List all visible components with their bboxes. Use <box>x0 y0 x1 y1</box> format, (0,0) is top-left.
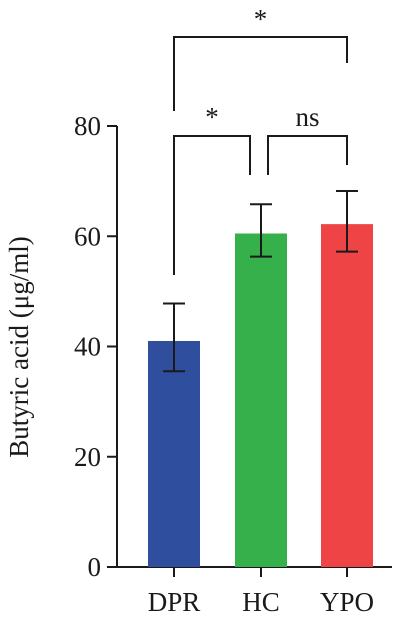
significance-label: ns <box>295 102 319 132</box>
significance-label: * <box>254 4 268 34</box>
y-tick-label: 0 <box>88 552 102 582</box>
y-axis-title: Butyric acid (μg/ml) <box>4 236 34 457</box>
y-tick-label: 80 <box>74 111 101 141</box>
x-tick-label-dpr: DPR <box>148 587 201 617</box>
error-bars <box>163 190 358 373</box>
bars <box>148 224 373 567</box>
bar-dpr <box>148 340 200 567</box>
y-tick-label: 20 <box>74 442 101 472</box>
y-tick-label: 60 <box>74 221 101 251</box>
axes: 0 20 40 60 80 DPR HC YPO <box>74 111 392 617</box>
x-tick-label-ypo: YPO <box>320 587 374 617</box>
bar-hc <box>235 233 287 567</box>
significance-bracket <box>173 36 348 111</box>
x-tick-label-hc: HC <box>242 587 280 617</box>
significance-brackets: * ns * <box>173 4 348 275</box>
significance-bracket <box>267 135 348 175</box>
significance-label: * <box>205 102 219 132</box>
bar-ypo <box>321 224 373 567</box>
significance-bracket <box>173 135 251 275</box>
y-tick-label: 40 <box>74 332 101 362</box>
